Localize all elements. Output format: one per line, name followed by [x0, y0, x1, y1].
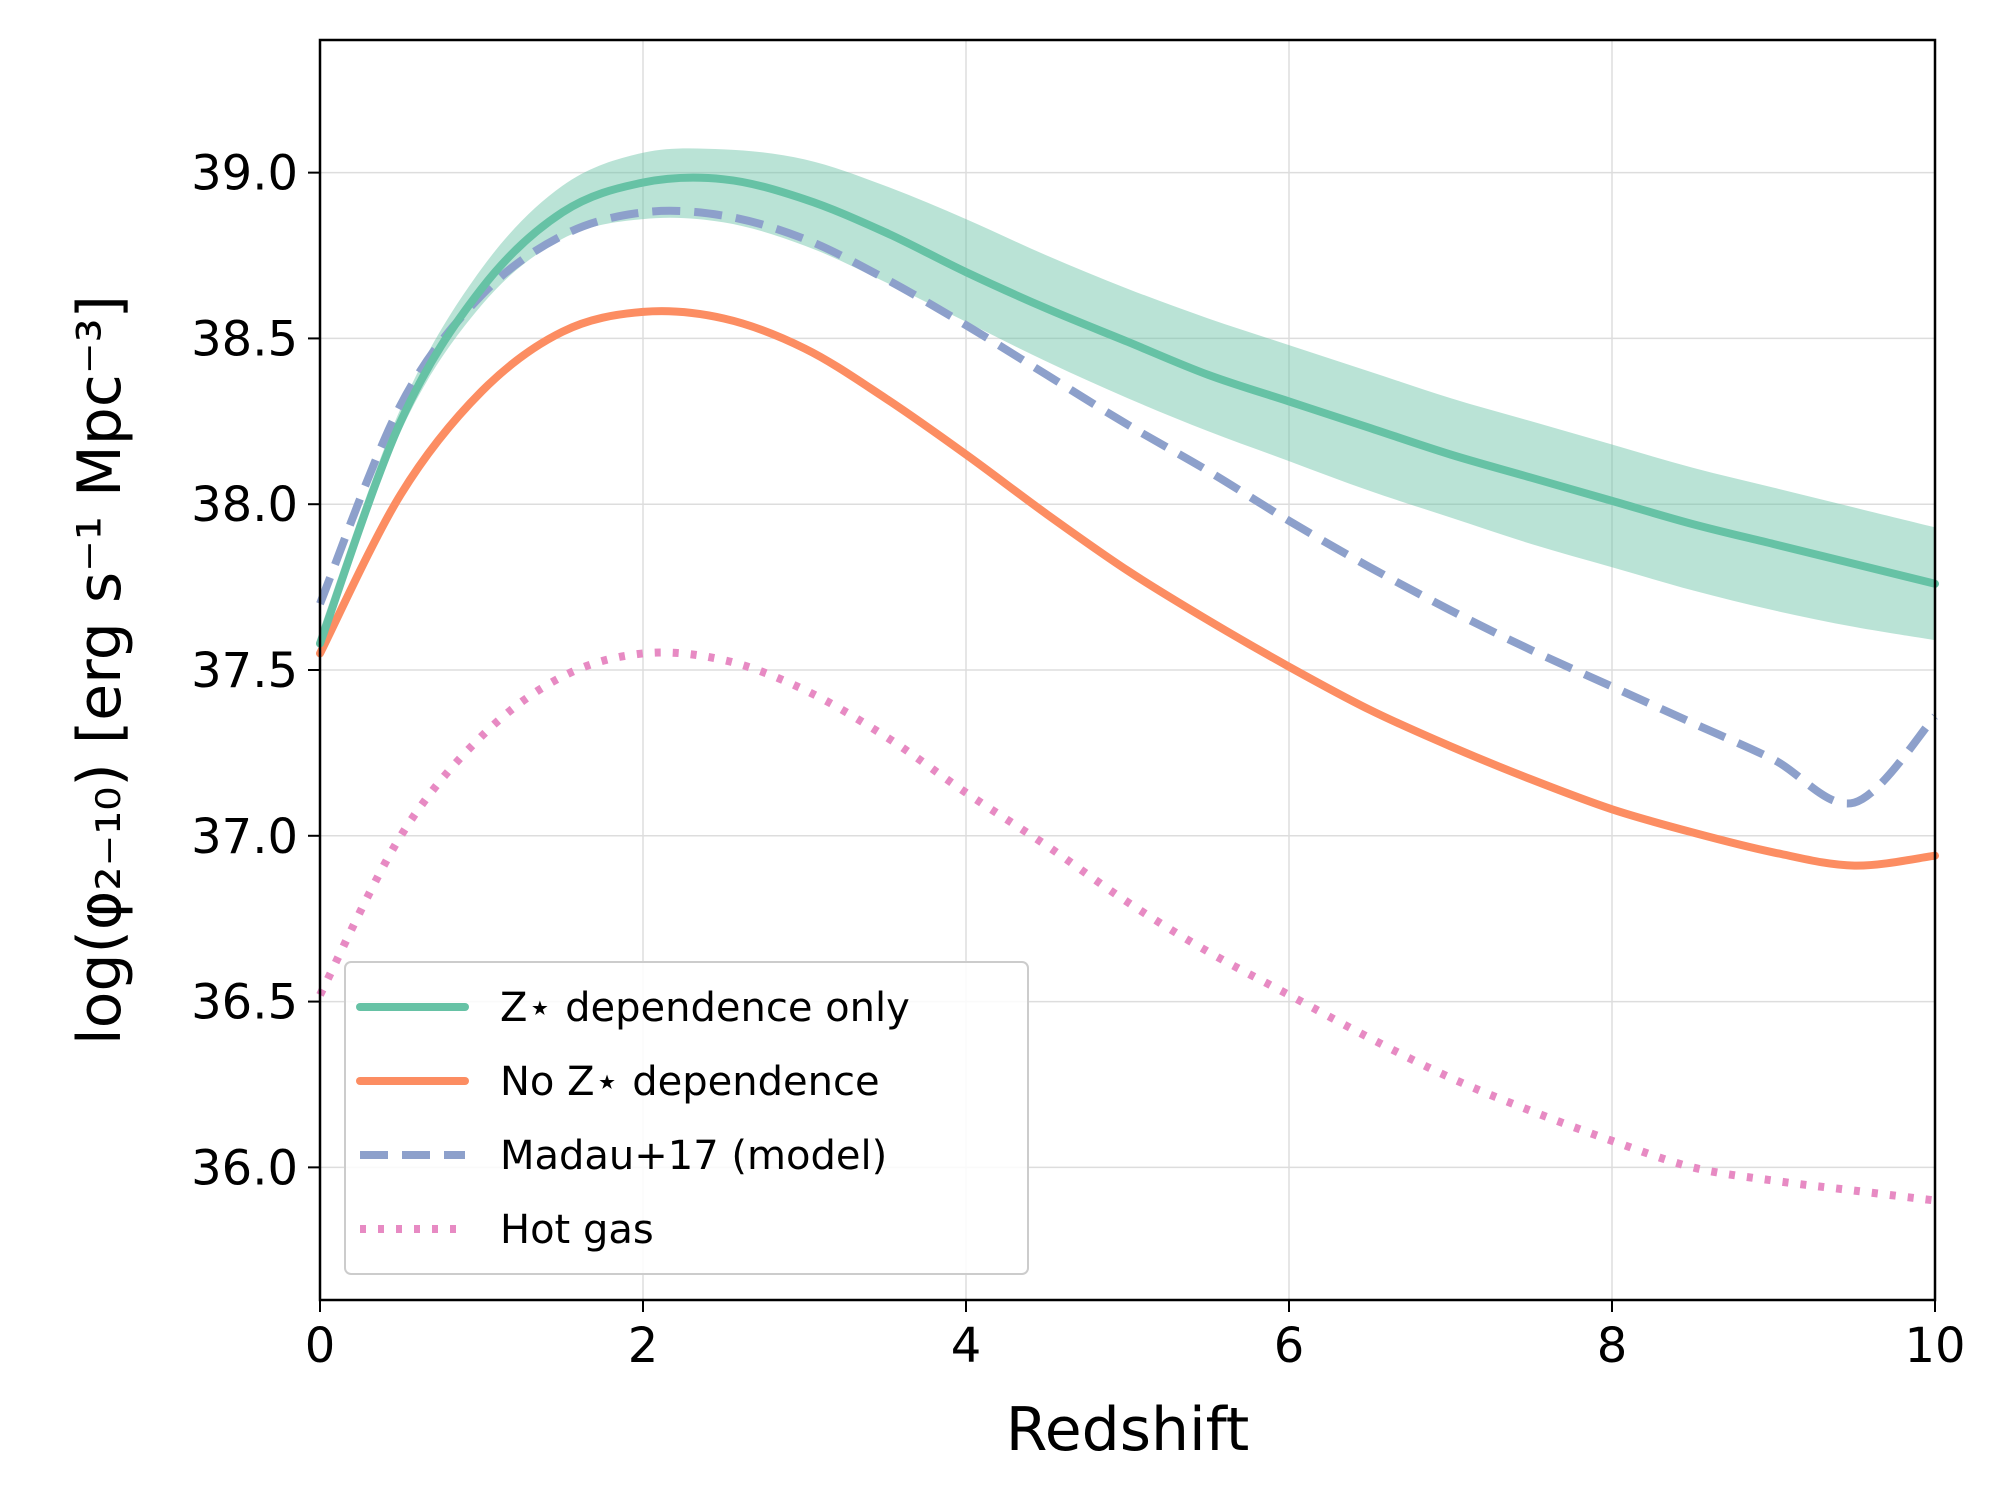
legend-box — [344, 961, 1029, 1275]
x-tick-label: 0 — [305, 1318, 336, 1374]
y-tick-label: 36.5 — [191, 975, 298, 1031]
legend-label: Hot gas — [500, 1207, 654, 1253]
x-tick-label: 10 — [1904, 1318, 1965, 1374]
series-line — [316, 307, 1939, 870]
x-tick-label: 2 — [628, 1318, 659, 1374]
legend: Z⋆ dependence only No Z⋆ dependence Madau+… — [344, 961, 1029, 1275]
y-tick-label: 38.5 — [191, 311, 298, 367]
series-layer — [316, 173, 1939, 1205]
series-line — [316, 173, 1939, 648]
x-tick-label: 8 — [1597, 1318, 1628, 1374]
x-tick-label: 6 — [1274, 1318, 1305, 1374]
y-tick-label: 39.0 — [191, 146, 298, 202]
y-tick-label: 38.0 — [191, 477, 298, 533]
series-line — [316, 206, 1939, 808]
y-axis-title: log(φ₂₋₁₀) [erg s⁻¹ Mpc⁻³] — [65, 295, 135, 1045]
series-line — [316, 648, 1936, 1205]
y-tick-label: 37.0 — [191, 809, 298, 865]
x-tick-label: 4 — [951, 1318, 982, 1374]
axis-ticks: 0 2 4 6 8 10 36.0 36.5 37.0 37.5 38.0 38.5 39.0 — [191, 146, 1965, 1374]
y-tick-label: 36.0 — [191, 1140, 298, 1196]
legend-label: Madau+17 (model) — [500, 1133, 887, 1179]
y-tick-label: 37.5 — [191, 643, 298, 699]
uncertainty-band — [320, 148, 1935, 654]
legend-label: Z⋆ dependence only — [500, 985, 910, 1031]
x-axis-title: Redshift — [1006, 1395, 1250, 1465]
legend-label: No Z⋆ dependence — [500, 1059, 880, 1105]
uncertainty-band-layer — [320, 148, 1935, 654]
